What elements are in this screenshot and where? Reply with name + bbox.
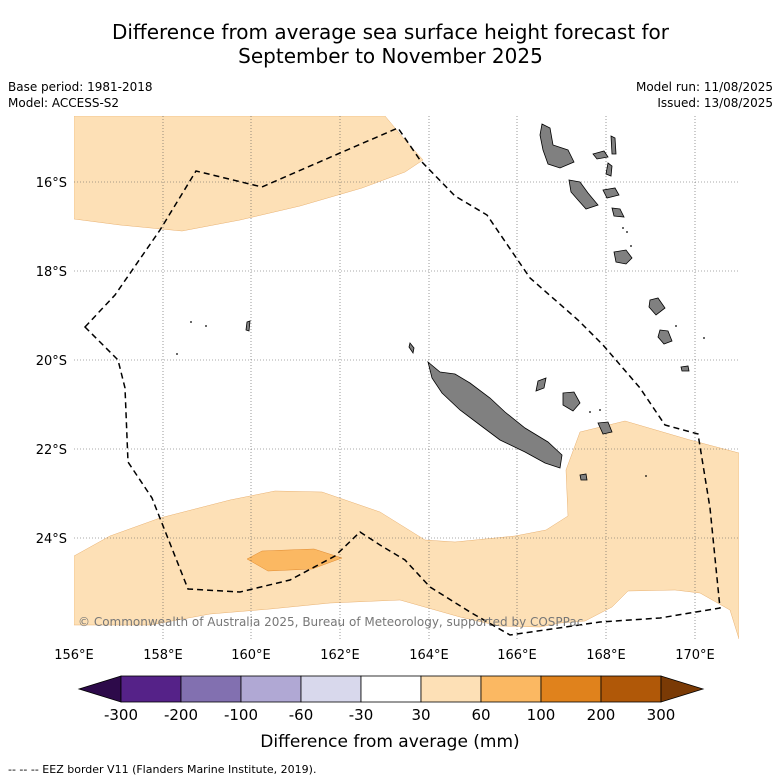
loyalty-island-3 — [597, 421, 613, 435]
latitude-labels: 16°S 18°S 20°S 22°S 24°S — [36, 176, 67, 547]
vanuatu-erromango — [648, 297, 666, 316]
vanuatu-epi — [611, 207, 625, 218]
eez-border — [83, 127, 721, 636]
colorbar-tick-label: 100 — [527, 706, 556, 724]
colorbar-segment — [300, 675, 362, 703]
land-masses — [245, 123, 690, 481]
model-name: Model: ACCESS-S2 — [8, 96, 120, 110]
vanuatu-ambae — [592, 150, 609, 160]
colorbar-segment — [420, 675, 482, 703]
colorbar-segment — [480, 675, 542, 703]
vanuatu-malakula — [568, 179, 599, 210]
anomaly-area-south — [74, 420, 739, 639]
colorbar-label: Difference from average (mm) — [260, 732, 519, 752]
colorbar: -300 -200 -100 -60 -30 30 60 100 200 300 — [77, 675, 705, 724]
lat-label: 20°S — [36, 354, 67, 369]
colorbar-tick-label: -300 — [104, 706, 138, 724]
vanuatu-ambrym — [602, 187, 620, 199]
lon-label: 168°E — [586, 648, 626, 663]
lon-label: 166°E — [497, 648, 537, 663]
model-run: Model run: 11/08/2025 — [635, 80, 773, 94]
gridlines — [74, 116, 739, 639]
colorbar-tick-label: -100 — [224, 706, 258, 724]
lat-label: 24°S — [36, 532, 67, 547]
colorbar-segment — [120, 675, 182, 703]
lon-label: 170°E — [675, 648, 715, 663]
colorbar-tick-label: 300 — [647, 706, 676, 724]
lon-label: 162°E — [320, 648, 360, 663]
colorbar-segment — [360, 675, 422, 703]
anomaly-area-north — [74, 116, 424, 232]
chesterfield-islet — [245, 320, 251, 332]
colorbar-tick-label: 60 — [471, 706, 490, 724]
lon-label: 160°E — [231, 648, 271, 663]
lat-label: 18°S — [36, 265, 67, 280]
title-line-1: Difference from average sea surface heig… — [111, 20, 670, 44]
colorbar-tick-label: 30 — [411, 706, 430, 724]
copyright-notice: © Commonwealth of Australia 2025, Bureau… — [78, 615, 583, 629]
colorbar-extend-max — [660, 675, 705, 703]
map-panel: © Commonwealth of Australia 2025, Bureau… — [74, 116, 739, 639]
isle-of-pines — [579, 473, 588, 481]
colorbar-tick-label: 200 — [587, 706, 616, 724]
small-islets — [176, 227, 705, 477]
colorbar-extend-min — [77, 675, 122, 703]
loyalty-island-2 — [562, 391, 581, 412]
colorbar-tick-label: -200 — [164, 706, 198, 724]
colorbar-segment — [240, 675, 302, 703]
lat-label: 22°S — [36, 443, 67, 458]
vanuatu-pentecost — [605, 162, 613, 177]
lon-label: 156°E — [54, 648, 94, 663]
issued-date: Issued: 13/08/2025 — [657, 96, 773, 110]
vanuatu-aneityum — [680, 365, 690, 372]
colorbar-segment — [600, 675, 662, 703]
colorbar-tick-label: -30 — [349, 706, 374, 724]
anomaly-area-60-100 — [246, 548, 343, 572]
base-period: Base period: 1981-2018 — [8, 80, 153, 94]
vanuatu-maewo — [610, 135, 617, 155]
colorbar-segment — [180, 675, 242, 703]
vanuatu-efate — [613, 249, 633, 265]
loyalty-island-1 — [535, 377, 547, 392]
colorbar-tick-label: -60 — [289, 706, 314, 724]
longitude-labels: 156°E 158°E 160°E 162°E 164°E 166°E 168°… — [54, 648, 715, 663]
colorbar-segment — [540, 675, 602, 703]
vanuatu-espiritu-santo — [539, 123, 575, 169]
title-line-2: September to November 2025 — [238, 44, 543, 68]
lon-label: 164°E — [409, 648, 449, 663]
vanuatu-tanna — [657, 329, 673, 345]
eez-legend-note: -- -- -- EEZ border V11 (Flanders Marine… — [8, 763, 317, 776]
new-caledonia-island — [427, 360, 563, 469]
lat-label: 16°S — [36, 176, 67, 191]
lon-label: 158°E — [143, 648, 183, 663]
belep-island — [408, 342, 415, 355]
